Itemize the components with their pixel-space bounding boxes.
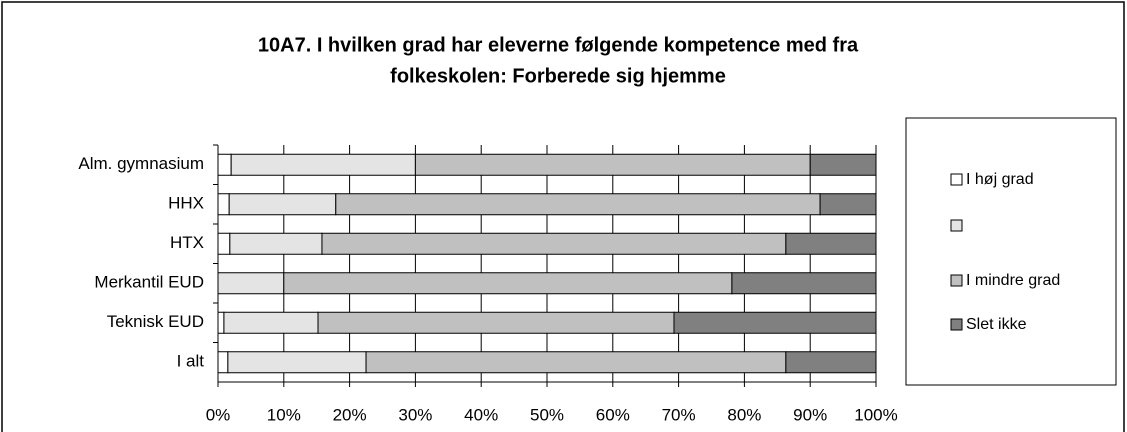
bar-segment bbox=[365, 351, 787, 374]
bar-segment bbox=[217, 193, 230, 216]
bar-segment bbox=[673, 311, 877, 334]
bar-segment bbox=[217, 232, 231, 255]
legend-swatch bbox=[950, 318, 963, 331]
bar-segment bbox=[229, 232, 323, 255]
legend-text: Slet ikke bbox=[966, 316, 1027, 333]
legend-box bbox=[905, 117, 1117, 386]
bar-segment bbox=[335, 193, 821, 216]
x-tick-label: 60% bbox=[596, 405, 630, 424]
legend-swatch bbox=[950, 173, 963, 186]
y-tick-label: HHX bbox=[168, 194, 204, 213]
x-tick-label: 90% bbox=[793, 405, 827, 424]
bar-segment bbox=[819, 193, 877, 216]
x-tick-label: 70% bbox=[662, 405, 696, 424]
bar-segment bbox=[414, 153, 811, 176]
y-tick-label: Teknisk EUD bbox=[107, 312, 204, 331]
bar-segment bbox=[321, 232, 787, 255]
x-tick-label: 30% bbox=[398, 405, 432, 424]
bar-segment bbox=[217, 153, 232, 176]
x-tick-label: 80% bbox=[727, 405, 761, 424]
bar-segment bbox=[217, 351, 229, 374]
y-tick-label: I alt bbox=[177, 352, 205, 371]
bar-segment bbox=[217, 272, 285, 295]
chart-title: 10A7. I hvilken grad har eleverne følgen… bbox=[258, 34, 859, 56]
bar-segment bbox=[217, 311, 225, 334]
bar-segment bbox=[228, 193, 337, 216]
bar-segment bbox=[809, 153, 877, 176]
y-tick-label: HTX bbox=[170, 233, 204, 252]
bar-segment bbox=[230, 153, 416, 176]
bar-segment bbox=[785, 232, 877, 255]
x-tick-label: 20% bbox=[333, 405, 367, 424]
legend-swatch bbox=[950, 219, 963, 232]
legend-text: I høj grad bbox=[966, 171, 1034, 188]
bar-segment bbox=[785, 351, 877, 374]
chart-subtitle: folkeskolen: Forberede sig hjemme bbox=[390, 65, 726, 87]
bar-segment bbox=[283, 272, 733, 295]
x-tick-label: 40% bbox=[464, 405, 498, 424]
x-tick-label: 100% bbox=[854, 405, 897, 424]
y-tick-label: Alm. gymnasium bbox=[78, 154, 204, 173]
legend-text: I mindre grad bbox=[966, 272, 1060, 289]
bar-segment bbox=[227, 351, 367, 374]
bar-segment bbox=[731, 272, 877, 295]
x-tick-label: 0% bbox=[206, 405, 231, 424]
x-tick-label: 50% bbox=[530, 405, 564, 424]
y-tick-label: Merkantil EUD bbox=[94, 273, 204, 292]
bar-segment bbox=[223, 311, 319, 334]
legend-swatch bbox=[950, 274, 963, 287]
bar-segment bbox=[317, 311, 675, 334]
x-tick-label: 10% bbox=[267, 405, 301, 424]
